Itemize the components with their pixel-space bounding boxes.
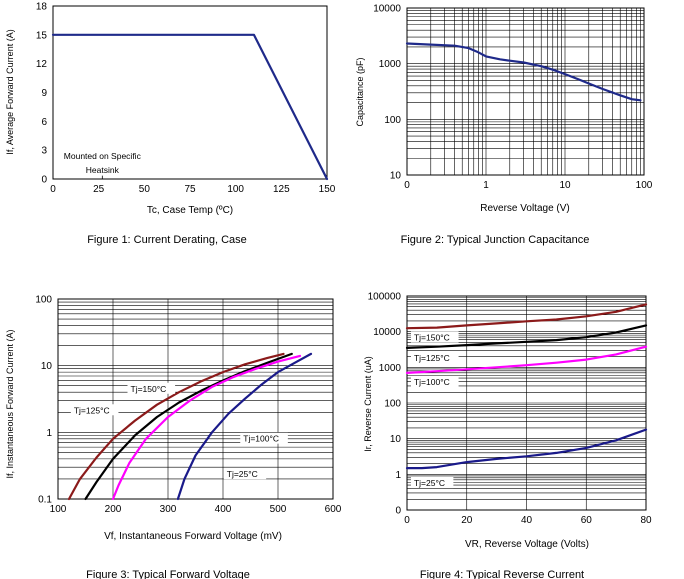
x-axis-label: Reverse Voltage (V) (480, 203, 570, 214)
curve-label-box (223, 468, 267, 480)
y-tick-label: 100 (384, 399, 401, 410)
x-tick-label: 20 (461, 515, 473, 526)
x-tick-label: 100 (227, 184, 244, 195)
y-tick-label: 100 (35, 295, 52, 306)
x-tick-label: 0 (50, 184, 56, 195)
y-tick-label: 10000 (373, 4, 401, 15)
figure-4-reverse-current: Tj=150°C Tj=125°C Tj=100°C Tj=25°C 0 20 40 60 8… (363, 292, 652, 579)
y-axis-label: If, Instantaneous Forward Current (A) (5, 329, 15, 478)
y-tick-label: 10 (41, 361, 53, 372)
y-tick-label: 1000 (379, 363, 402, 374)
y-tick-label: 18 (36, 2, 48, 13)
y-tick-label: 10 (390, 434, 402, 445)
x-tick-label: 100 (50, 504, 67, 515)
y-tick-label: 9 (41, 88, 47, 99)
figure-caption: Figure 4: Typical Reverse Current (420, 569, 584, 579)
x-tick-label: 50 (139, 184, 151, 195)
series-line-tj-100-c (405, 345, 648, 374)
curve-label-box (410, 352, 459, 364)
curve-label-box (240, 432, 288, 444)
curve-label: Tj=100°C (243, 434, 279, 444)
x-axis-label: Tc, Case Temp (ºC) (147, 205, 233, 216)
figure-2-junction-capacitance: 0 1 10 100 10 100 1000 10000 Reverse Voltage (V… (355, 4, 653, 247)
series-line-tj-150-c (405, 303, 648, 330)
y-tick-label: 100000 (368, 292, 402, 303)
series-line-tj-125-c (405, 324, 648, 349)
curve-label: Tj=100°C (414, 377, 450, 387)
curve-label: Tj=25°C (414, 478, 445, 488)
annotation-text: Mounted on Specific (64, 151, 142, 161)
annotation-box (78, 151, 145, 178)
figure-caption: Figure 3: Typical Forward Voltage (86, 569, 250, 579)
x-tick-label: 300 (160, 504, 177, 515)
series-line-tj-125-c (84, 352, 293, 501)
plot-frame (57, 298, 334, 500)
x-tick-label: 75 (184, 184, 196, 195)
x-tick-label: 125 (273, 184, 290, 195)
x-tick-label: 1 (483, 180, 489, 191)
curve-label: Tj=125°C (74, 405, 110, 415)
x-tick-label: 80 (640, 515, 652, 526)
x-tick-label: 0 (404, 180, 410, 191)
curve-label-box (70, 404, 119, 416)
y-axis-label: Ir, Reverse Current (uA) (363, 356, 373, 452)
curve-label: Tj=25°C (227, 469, 258, 479)
annotation-text: Heatsink (86, 165, 120, 175)
y-axis-label: Capacitance (pF) (355, 57, 365, 126)
x-axis-label: VR, Reverse Voltage (Volts) (465, 539, 589, 550)
figure-1-current-derating: 0 25 50 75 100 125 150 0 3 6 9 12 15 18 Mounted on Sp… (5, 2, 336, 247)
series-line-tj-25-c (176, 352, 313, 501)
x-tick-label: 40 (521, 515, 533, 526)
curve-label-box (410, 477, 454, 489)
figure-caption: Figure 2: Typical Junction Capacitance (401, 234, 590, 246)
y-tick-label: 1 (46, 428, 52, 439)
x-tick-label: 500 (270, 504, 287, 515)
x-tick-label: 25 (93, 184, 105, 195)
y-tick-label: 10000 (373, 327, 401, 338)
y-tick-label: 1000 (379, 59, 402, 70)
x-tick-label: 100 (636, 180, 653, 191)
series-line-if (51, 33, 329, 181)
y-tick-label: 100 (384, 115, 401, 126)
y-axis-label: If, Average Forward Current (A) (5, 29, 15, 154)
y-tick-label: 12 (36, 59, 48, 70)
curve-label: Tj=150°C (414, 333, 450, 343)
y-tick-label: 1 (395, 470, 401, 481)
y-tick-label: 0 (41, 175, 47, 186)
plot-frame (406, 295, 647, 511)
plot-frame (52, 5, 328, 180)
curve-label-box (127, 382, 176, 394)
x-tick-label: 150 (319, 184, 336, 195)
x-tick-label: 200 (105, 504, 122, 515)
figure-caption: Figure 1: Current Derating, Case (87, 234, 247, 246)
series-line-tj-25-c (405, 428, 648, 470)
series-line-tj-100-c (111, 354, 302, 501)
x-tick-label: 400 (215, 504, 232, 515)
y-tick-label: 0 (395, 506, 401, 517)
y-tick-label: 0.1 (38, 495, 52, 506)
curve-label-box (410, 331, 459, 343)
curve-label-box (410, 376, 459, 388)
figure-3-forward-voltage: Tj=150°C Tj=125°C Tj=100°C Tj=25°C 100 200 30… (5, 295, 342, 579)
series-line-cj (405, 42, 642, 102)
x-tick-label: 0 (404, 515, 410, 526)
plot-frame (406, 7, 645, 176)
y-tick-label: 15 (36, 30, 48, 41)
curve-label: Tj=125°C (414, 353, 450, 363)
x-axis-label: Vf, Instantaneous Forward Voltage (mV) (104, 531, 282, 542)
x-tick-label: 600 (325, 504, 342, 515)
curve-label: Tj=150°C (131, 384, 167, 394)
y-tick-label: 6 (41, 117, 47, 128)
series-line-tj-150-c (67, 352, 285, 501)
x-tick-label: 10 (559, 180, 571, 191)
y-tick-label: 3 (41, 146, 47, 157)
x-tick-label: 60 (581, 515, 593, 526)
y-tick-label: 10 (390, 171, 402, 182)
